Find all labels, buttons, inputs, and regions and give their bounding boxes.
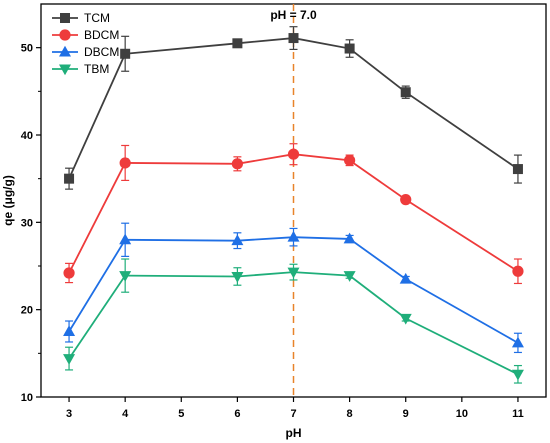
legend-item-dbcm: DBCM	[52, 45, 119, 59]
legend-marker-tbm	[59, 64, 71, 76]
data-point-dbcm	[343, 232, 356, 244]
y-tick-label: 30	[21, 217, 33, 229]
series-dbcm	[63, 222, 524, 354]
x-tick-label: 7	[290, 408, 296, 420]
y-axis-title: qe (μg/g)	[1, 175, 15, 226]
legend: TCM BDCM DBCM TBM	[52, 11, 119, 76]
x-tick-label: 4	[122, 408, 129, 420]
legend-label-tcm: TCM	[84, 11, 110, 25]
data-point-tcm	[512, 164, 523, 175]
data-point-dbcm	[399, 272, 412, 284]
x-axis: 3 4 5 6 7 8 9 10 11	[66, 397, 524, 420]
data-point-bdcm	[119, 157, 131, 169]
data-point-tbm	[287, 267, 300, 279]
ph-annotation-label: pH = 7.0	[270, 8, 317, 22]
x-tick-label: 9	[403, 408, 409, 420]
y-tick-label: 40	[21, 130, 33, 142]
data-point-tcm	[344, 43, 355, 54]
data-point-bdcm	[287, 148, 300, 160]
legend-marker-dbcm	[59, 45, 71, 57]
legend-marker-tcm	[60, 13, 70, 23]
x-tick-label: 8	[347, 408, 353, 420]
legend-label-tbm: TBM	[84, 62, 109, 76]
y-tick-label: 10	[21, 392, 33, 404]
data-point-tbm	[399, 313, 412, 325]
legend-item-tbm: TBM	[52, 62, 109, 76]
data-point-bdcm	[344, 154, 356, 166]
legend-label-bdcm: BDCM	[84, 28, 119, 42]
series-tcm	[64, 26, 523, 190]
series-tbm	[63, 258, 524, 384]
y-tick-label: 20	[21, 305, 33, 317]
data-point-bdcm	[512, 265, 524, 277]
data-point-tcm	[64, 173, 75, 184]
series-line-dbcm	[68, 236, 519, 344]
data-point-bdcm	[400, 194, 412, 206]
annotation-layer: pH = 7.0	[270, 4, 317, 397]
data-point-dbcm	[63, 325, 76, 336]
x-tick-label: 6	[234, 408, 240, 420]
data-point-bdcm	[63, 267, 75, 279]
x-tick-label: 3	[66, 408, 72, 420]
y-tick-label: 50	[21, 43, 33, 55]
data-point-tbm	[231, 271, 244, 283]
y-axis: 10 20 30 40 50	[21, 43, 41, 404]
data-point-tcm	[232, 38, 243, 49]
data-point-tcm	[120, 48, 131, 59]
data-point-tbm	[343, 271, 356, 282]
series-bdcm	[63, 143, 524, 285]
data-point-tbm	[511, 369, 524, 381]
data-point-dbcm	[511, 336, 524, 348]
x-tick-label: 5	[178, 408, 184, 420]
x-tick-label: 10	[456, 408, 468, 420]
data-point-bdcm	[231, 158, 243, 170]
data-point-tbm	[63, 354, 76, 365]
x-axis-title: pH	[286, 426, 302, 440]
data-point-dbcm	[231, 234, 244, 246]
data-point-dbcm	[119, 233, 132, 245]
data-point-tbm	[119, 271, 132, 282]
data-point-tcm	[288, 33, 299, 44]
legend-item-tcm: TCM	[52, 11, 110, 25]
x-tick-label: 11	[512, 408, 524, 420]
data-point-tcm	[400, 87, 411, 98]
plot-area: pH = 7.0 TCM BDCM DBCM TBM	[40, 3, 547, 398]
legend-label-dbcm: DBCM	[84, 45, 119, 59]
series-layer	[63, 26, 524, 384]
data-point-dbcm	[287, 230, 300, 242]
legend-item-bdcm: BDCM	[52, 28, 119, 42]
legend-marker-bdcm	[59, 29, 71, 41]
